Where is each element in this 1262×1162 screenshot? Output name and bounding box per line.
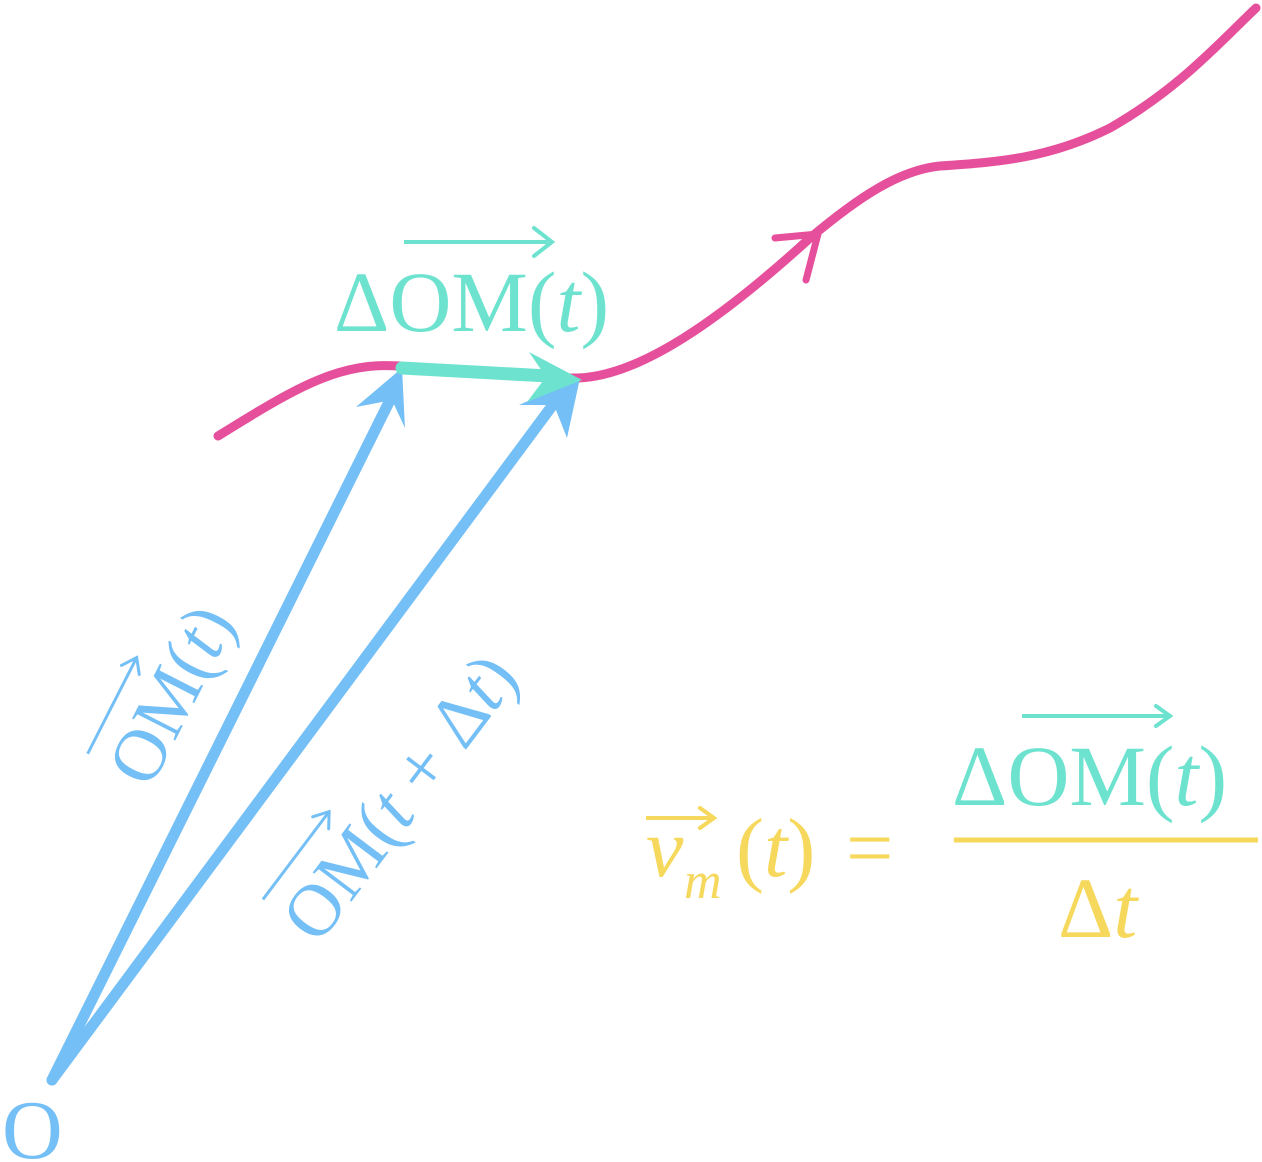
- trajectory-direction-arrowhead: [771, 230, 822, 284]
- denominator-time-variable: t: [1113, 860, 1139, 956]
- delta-symbol: Δ: [334, 254, 389, 350]
- velocity-subscript: m: [684, 853, 722, 910]
- numerator-paren-open: (: [1146, 728, 1175, 824]
- svg-text:OM(t): OM(t): [92, 592, 251, 798]
- om-t-label: OM(t): [86, 592, 251, 798]
- lhs-paren-open: (: [736, 802, 764, 895]
- velocity-symbol: v: [646, 802, 684, 895]
- numerator-time-variable: t: [1175, 728, 1201, 824]
- svg-text:(t): (t): [736, 802, 815, 895]
- equals-sign: =: [846, 802, 893, 895]
- trajectory-curve: [213, 3, 1261, 441]
- vector-om-t: [46, 368, 405, 1086]
- time-variable: t: [557, 254, 583, 350]
- vector-om-t-plus-dt: [46, 378, 580, 1086]
- denominator-delta: Δ: [1058, 860, 1113, 956]
- vector-delta-om: [395, 352, 582, 402]
- numerator-paren-close: ): [1198, 728, 1227, 824]
- mean-velocity-formula: v m (t) = ΔOM(t) Δt: [646, 704, 1258, 956]
- vector-name: OM: [389, 254, 528, 350]
- origin-label: O: [2, 1084, 63, 1162]
- numerator-vector-name: OM: [1007, 728, 1146, 824]
- paren-close: ): [580, 254, 609, 350]
- paren-open: (: [528, 254, 557, 350]
- om-t-plus-dt-label: OM(t + Δt): [261, 639, 534, 957]
- svg-text:v: v: [646, 802, 684, 895]
- svg-text:ΔOM(t): ΔOM(t): [334, 254, 609, 350]
- svg-text:Δt: Δt: [1058, 860, 1139, 956]
- lhs-paren-close: ): [787, 802, 815, 895]
- delta-om-label: ΔOM(t): [334, 226, 609, 350]
- lhs-time-variable: t: [764, 802, 790, 895]
- numerator-delta: Δ: [952, 728, 1007, 824]
- svg-text:OM(t + Δt): OM(t + Δt): [266, 639, 534, 957]
- svg-text:ΔOM(t): ΔOM(t): [952, 728, 1227, 824]
